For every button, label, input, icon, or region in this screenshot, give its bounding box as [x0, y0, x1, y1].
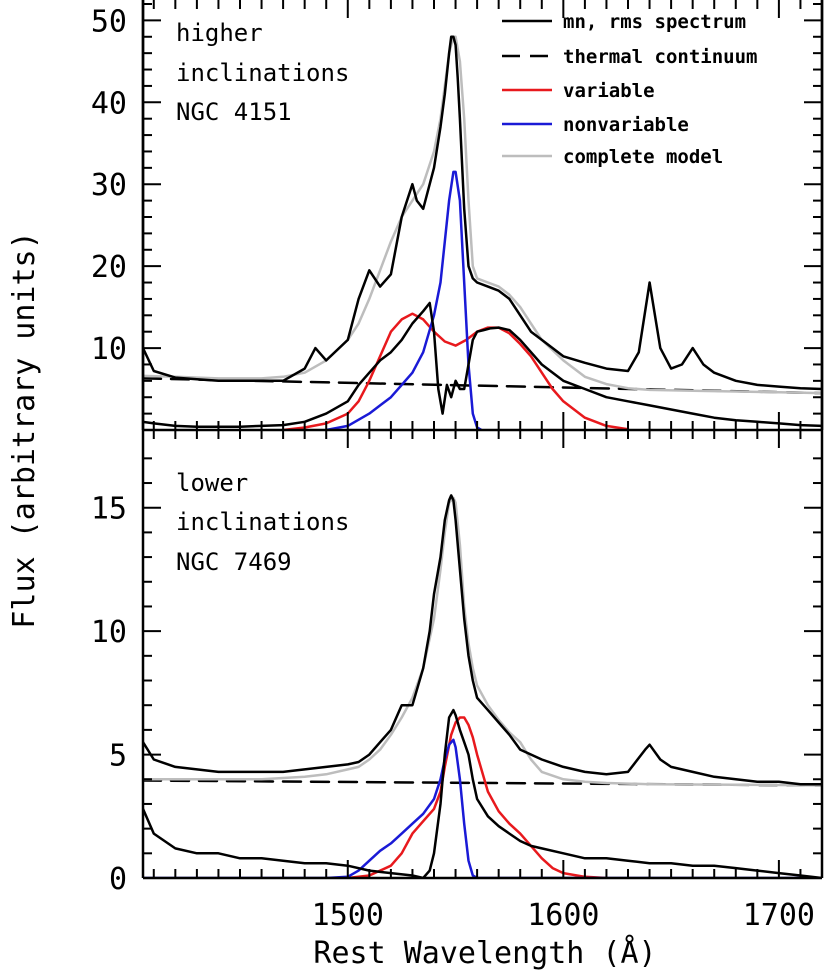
bottom-ytick-label: 0	[109, 862, 127, 897]
top-annotation-line-2: inclinations	[176, 59, 349, 87]
top-ytick-label: 40	[91, 86, 127, 121]
top-panel-annotation: higher inclinations NGC 4151	[176, 19, 349, 126]
legend-label-mn-rms: mn, rms spectrum	[563, 11, 746, 33]
top-ytick-label: 20	[91, 250, 127, 285]
x-tick-label: 1500	[312, 898, 384, 933]
x-tick-label: 1700	[743, 898, 815, 933]
top-series-group	[143, 35, 822, 430]
top-annotation-line-1: higher	[176, 19, 263, 47]
top-ytick-label: 30	[91, 168, 127, 203]
bottom-ytick-label: 15	[91, 492, 127, 527]
top-annotation-line-3: NGC 4151	[176, 98, 292, 126]
plot-layer: 10 20 30 40 50 0 5 10 15 1500 1600 1700	[91, 0, 824, 933]
top-ytick-label: 10	[91, 332, 127, 367]
bottom-annotation-line-3: NGC 7469	[176, 548, 292, 576]
top-series-variable-3	[281, 312, 630, 430]
x-axis-title: Rest Wavelength (Å)	[313, 935, 656, 971]
top-series-mn-rms-spectrum-0	[143, 35, 822, 391]
legend-label-variable: variable	[563, 80, 655, 102]
bottom-annotation-line-2: inclinations	[176, 508, 349, 536]
legend-label-thermal-continuum: thermal continuum	[563, 46, 757, 68]
bottom-series-variable-3	[346, 716, 608, 878]
top-series-mn-rms-spectrum-1	[143, 301, 822, 428]
bottom-series-nonvariable-4	[143, 738, 822, 878]
x-tick-label: 1600	[527, 898, 599, 933]
bottom-ytick-label: 5	[109, 739, 127, 774]
legend-label-nonvariable: nonvariable	[563, 114, 689, 136]
y-axis-title: Flux (arbitrary units)	[7, 231, 42, 628]
bottom-series-group	[143, 494, 822, 878]
bottom-ytick-label: 10	[91, 615, 127, 650]
bottom-series-complete-model-5	[143, 496, 822, 787]
legend: mn, rms spectrum thermal continuum varia…	[502, 11, 757, 168]
top-ytick-label: 50	[91, 4, 127, 39]
bottom-annotation-line-1: lower	[176, 469, 248, 497]
bottom-series-mn-rms-spectrum-0	[143, 494, 822, 786]
bottom-panel-annotation: lower inclinations NGC 7469	[176, 469, 349, 576]
bottom-series-mn-rms-spectrum-1	[143, 708, 822, 878]
top-series-nonvariable-4	[324, 170, 483, 430]
legend-label-complete-model: complete model	[563, 146, 723, 168]
top-series-complete-model-5	[143, 35, 822, 395]
